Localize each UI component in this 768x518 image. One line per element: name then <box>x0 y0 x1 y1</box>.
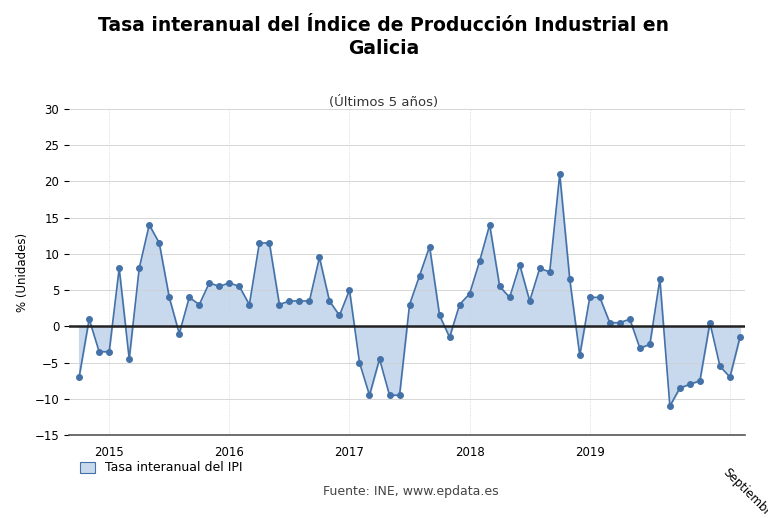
Point <box>133 264 145 272</box>
Point <box>463 290 475 298</box>
Text: Tasa interanual del Índice de Producción Industrial en
Galicia: Tasa interanual del Índice de Producción… <box>98 16 670 58</box>
Point <box>253 239 266 247</box>
Point <box>293 297 306 305</box>
Y-axis label: % (Unidades): % (Unidades) <box>16 233 29 311</box>
Point <box>393 391 406 399</box>
Point <box>193 300 205 309</box>
Point <box>703 319 716 327</box>
Point <box>664 402 676 410</box>
Point <box>73 373 85 381</box>
Point <box>163 293 175 301</box>
Point <box>403 300 415 309</box>
Point <box>373 355 386 363</box>
Point <box>684 380 696 388</box>
Point <box>604 319 616 327</box>
Point <box>733 333 746 341</box>
Point <box>233 282 246 291</box>
Text: 2018: 2018 <box>455 446 485 459</box>
Text: Septiembre: Septiembre <box>720 466 768 518</box>
Point <box>283 297 296 305</box>
Point <box>554 170 566 178</box>
Point <box>494 282 506 291</box>
Point <box>504 293 516 301</box>
Point <box>103 348 115 356</box>
Point <box>564 275 576 283</box>
Point <box>453 300 465 309</box>
Point <box>214 282 226 291</box>
Point <box>713 362 726 370</box>
Point <box>243 300 256 309</box>
Text: 2017: 2017 <box>335 446 364 459</box>
Point <box>363 391 376 399</box>
Point <box>303 297 316 305</box>
Point <box>204 279 216 287</box>
Point <box>614 319 626 327</box>
Point <box>333 311 346 320</box>
Legend: Tasa interanual del IPI: Tasa interanual del IPI <box>75 456 248 480</box>
Point <box>413 271 425 280</box>
Point <box>273 300 286 309</box>
Point <box>223 279 236 287</box>
Point <box>83 315 95 323</box>
Point <box>644 340 656 349</box>
Point <box>173 329 185 338</box>
Point <box>423 242 435 251</box>
Point <box>443 333 455 341</box>
Point <box>534 264 546 272</box>
Point <box>674 384 686 392</box>
Point <box>624 315 636 323</box>
Point <box>544 268 556 276</box>
Text: 2016: 2016 <box>214 446 244 459</box>
Text: Fuente: INE, www.epdata.es: Fuente: INE, www.epdata.es <box>323 485 498 498</box>
Point <box>343 286 356 294</box>
Point <box>383 391 396 399</box>
Point <box>313 253 326 262</box>
Point <box>594 293 606 301</box>
Text: (Últimos 5 años): (Últimos 5 años) <box>329 96 439 109</box>
Point <box>323 297 336 305</box>
Point <box>524 297 536 305</box>
Text: 2019: 2019 <box>574 446 604 459</box>
Point <box>584 293 596 301</box>
Point <box>123 355 135 363</box>
Text: 2015: 2015 <box>94 446 124 459</box>
Point <box>143 221 155 229</box>
Point <box>574 351 586 359</box>
Point <box>694 377 706 385</box>
Point <box>474 257 486 265</box>
Point <box>514 261 526 269</box>
Point <box>433 311 445 320</box>
Point <box>183 293 195 301</box>
Point <box>263 239 276 247</box>
Point <box>113 264 125 272</box>
Point <box>153 239 165 247</box>
Point <box>484 221 496 229</box>
Point <box>353 358 366 367</box>
Point <box>93 348 105 356</box>
Point <box>634 344 646 352</box>
Point <box>723 373 736 381</box>
Point <box>654 275 666 283</box>
